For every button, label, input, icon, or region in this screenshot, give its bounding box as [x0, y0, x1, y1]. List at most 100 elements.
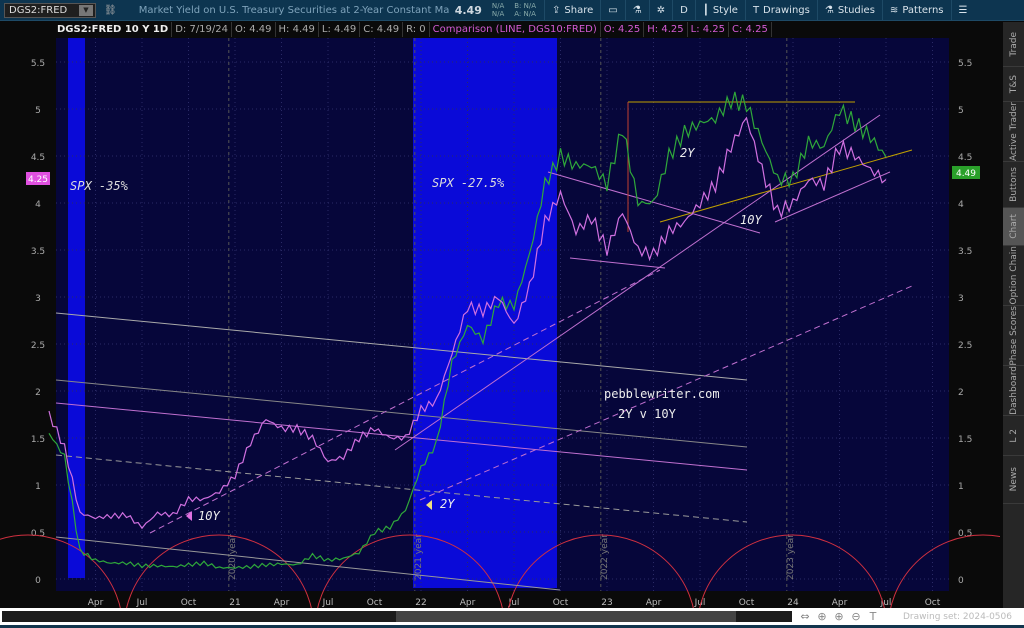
toolbar-button-alert[interactable]: ▭ — [600, 0, 624, 20]
price-badge-10y-text: 4.25 — [28, 175, 48, 185]
x-tick-label: Oct — [367, 598, 383, 608]
scrollbar-thumb[interactable] — [396, 611, 736, 622]
side-tab-buttons[interactable]: Buttons — [1003, 162, 1024, 208]
zoom-in-icon[interactable]: ⊕ — [834, 610, 844, 623]
trend-line[interactable] — [659, 149, 913, 223]
symbol-selector[interactable]: DGS2:FRED ▼ — [4, 2, 96, 18]
trend-line[interactable] — [55, 312, 748, 381]
toolbar-button-label: Share — [564, 4, 594, 16]
y-tick-label: 4.5 — [31, 153, 45, 163]
toolbar-button-label: D — [680, 4, 688, 16]
y-tick-label: 5 — [35, 106, 41, 116]
crosshair-icon[interactable]: ⊕ — [817, 610, 827, 623]
trend-line[interactable] — [55, 402, 748, 471]
x-tick-label: Apr — [274, 598, 290, 608]
series-line-dgs10 — [48, 116, 887, 530]
x-tick-label: Jul — [880, 598, 892, 608]
pattern-icon: ≋ — [889, 4, 899, 16]
trend-line[interactable] — [547, 171, 761, 234]
chevron-down-icon[interactable]: ▼ — [79, 4, 93, 16]
y-tick-label: 3 — [958, 294, 964, 304]
info-date: D: 7/19/24 — [172, 22, 233, 37]
last-price: 4.49 — [454, 3, 482, 17]
x-tick-label: Jul — [136, 598, 148, 608]
y-tick-label: 2.5 — [31, 341, 45, 351]
toolbar-button-gear[interactable]: ✲ — [648, 0, 672, 20]
x-tick-label: 22 — [415, 598, 426, 608]
trend-line[interactable] — [149, 269, 661, 534]
info-close: C: 4.49 — [360, 22, 404, 37]
toolbar-button-drawings[interactable]: T Drawings — [744, 0, 817, 20]
side-tab-phase-scores[interactable]: Phase Scores — [1003, 306, 1024, 366]
trend-line[interactable] — [569, 257, 666, 269]
text-t-icon[interactable]: T — [869, 610, 877, 623]
toolbar-button-patterns[interactable]: ≋ Patterns — [881, 0, 951, 20]
comp-close: C: 4.25 — [729, 22, 772, 37]
zoom-out-icon[interactable]: ⊖ — [851, 610, 861, 623]
toolbar-button-flask[interactable]: ⚗ — [624, 0, 649, 20]
x-tick-label: Oct — [553, 598, 569, 608]
trend-line[interactable] — [55, 536, 561, 591]
side-tab-option-chain[interactable]: Option Chain — [1003, 246, 1024, 306]
x-tick-label: Apr — [460, 598, 476, 608]
side-tab-news[interactable]: News — [1003, 456, 1024, 504]
x-tick-label: Apr — [832, 598, 848, 608]
side-tab-trade[interactable]: Trade — [1003, 22, 1024, 67]
y-tick-label: 2.5 — [958, 341, 972, 351]
drawing-set-label[interactable]: Drawing set: 2024-0506 — [903, 612, 1012, 622]
year-label: 2022 year — [600, 534, 610, 580]
chart-annotation[interactable]: SPX -35% — [70, 179, 129, 193]
y-tick-label: 5.5 — [31, 59, 45, 69]
cycle-arc — [507, 534, 695, 612]
side-tab-t-s[interactable]: T&S — [1003, 67, 1024, 102]
flask-icon: ⚗ — [632, 4, 642, 16]
toolbar-button-style[interactable]: ┃ Style — [694, 0, 745, 20]
year-label: 2023 year — [786, 534, 796, 580]
arrow-marker — [426, 500, 432, 510]
trend-line[interactable] — [55, 379, 748, 448]
chart-annotation[interactable]: 10Y — [198, 509, 220, 523]
trend-line[interactable] — [55, 454, 748, 523]
year-label: 2021 year — [414, 534, 424, 580]
toolbar-button-label: Studies — [837, 4, 875, 16]
cycle-arc — [0, 534, 122, 612]
zoom-tools: ⇔ ⊕ ⊕ ⊖ T — [798, 610, 880, 623]
chart-annotation[interactable]: pebblewriter.com — [604, 387, 720, 401]
chart-annotation[interactable]: 2Y — [440, 497, 455, 511]
candle-icon: ┃ — [702, 4, 709, 16]
pan-icon[interactable]: ⇔ — [800, 610, 810, 623]
side-tab-active-trader[interactable]: Active Trader — [1003, 102, 1024, 162]
chart-annotation[interactable]: 10Y — [740, 213, 762, 227]
side-tabs: Trade T&S Active Trader Buttons Chart Option … — [1003, 22, 1024, 612]
y-tick-label: 4 — [958, 200, 964, 210]
toolbar-button-studies[interactable]: ⚗ Studies — [816, 0, 882, 20]
y-tick-label: 0.5 — [958, 529, 972, 539]
side-tab-l-2[interactable]: L 2 — [1003, 416, 1024, 456]
y-tick-label: 5 — [958, 106, 964, 116]
info-high: H: 4.49 — [276, 22, 319, 37]
toolbar-button-menu[interactable]: ☰ — [950, 0, 975, 20]
side-tab-dashboard[interactable]: Dashboard — [1003, 366, 1024, 416]
y-tick-label: 3.5 — [958, 247, 972, 257]
horizontal-scrollbar[interactable] — [2, 611, 792, 622]
top-toolbar: DGS2:FRED ▼ ⛓ Market Yield on U.S. Treasu… — [0, 0, 1024, 21]
x-tick-label: Apr — [646, 598, 662, 608]
trend-line[interactable] — [774, 171, 891, 223]
price-chart[interactable]: 0 00.5 0.51 11.5 1.52 22.5 2.53 33.5 3.54 44.5 4.5… — [0, 22, 1000, 612]
link-icon[interactable]: ⛓ — [104, 4, 117, 16]
price-badge-2y-text: 4.49 — [956, 169, 976, 179]
chart-info-bar: DGS2:FRED 10 Y 1D D: 7/19/24 O: 4.49 H: … — [54, 22, 772, 37]
bid-ask: B: N/A A: N/A — [514, 2, 537, 18]
side-tab-chart[interactable]: Chart — [1003, 208, 1024, 246]
y-tick-label: 4 — [35, 200, 41, 210]
toolbar-button-label: Patterns — [902, 4, 944, 16]
chart-annotation[interactable]: SPX -27.5% — [432, 176, 505, 190]
chart-annotation[interactable]: 2Y — [680, 146, 695, 160]
trend-line[interactable] — [394, 114, 881, 451]
price-badge-10y — [26, 172, 50, 185]
y-tick-label: 2 — [35, 388, 41, 398]
y-tick-label: 3 — [35, 294, 41, 304]
toolbar-button-d[interactable]: D — [672, 0, 695, 20]
chart-annotation[interactable]: 2Y v 10Y — [618, 407, 677, 421]
toolbar-button-share[interactable]: ⇪ Share — [544, 0, 600, 20]
